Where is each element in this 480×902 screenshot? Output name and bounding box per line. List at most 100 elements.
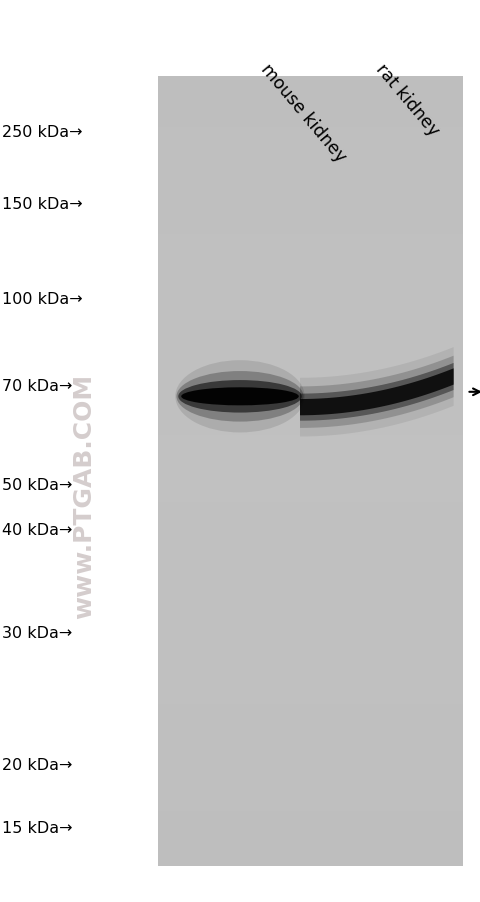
Bar bbox=[158, 408, 463, 412]
Bar bbox=[158, 862, 463, 866]
Bar bbox=[158, 333, 463, 337]
Bar bbox=[158, 191, 463, 195]
Bar bbox=[158, 736, 463, 740]
Bar bbox=[158, 716, 463, 720]
Bar bbox=[158, 218, 463, 223]
Bar bbox=[158, 688, 463, 693]
Bar bbox=[158, 420, 463, 424]
Bar bbox=[158, 791, 463, 795]
Bar bbox=[158, 759, 463, 763]
Bar bbox=[158, 693, 463, 696]
Bar bbox=[158, 436, 463, 439]
Bar bbox=[158, 136, 463, 140]
Bar bbox=[158, 665, 463, 668]
Bar bbox=[158, 696, 463, 700]
Bar bbox=[158, 585, 463, 590]
Bar bbox=[158, 613, 463, 617]
Bar bbox=[158, 88, 463, 93]
Polygon shape bbox=[300, 348, 454, 437]
Bar bbox=[158, 377, 463, 381]
Bar bbox=[158, 175, 463, 179]
Bar bbox=[158, 602, 463, 605]
Bar bbox=[158, 723, 463, 728]
Bar bbox=[158, 373, 463, 377]
Bar bbox=[158, 771, 463, 775]
Text: 15 kDa→: 15 kDa→ bbox=[2, 821, 73, 835]
Bar bbox=[158, 341, 463, 345]
Bar bbox=[158, 400, 463, 404]
Bar bbox=[158, 349, 463, 353]
Bar bbox=[158, 755, 463, 759]
Bar bbox=[158, 479, 463, 483]
Bar bbox=[158, 720, 463, 723]
Text: 100 kDa→: 100 kDa→ bbox=[2, 292, 83, 307]
Bar bbox=[158, 751, 463, 756]
Bar bbox=[158, 160, 463, 163]
Bar bbox=[158, 704, 463, 708]
Ellipse shape bbox=[181, 388, 299, 406]
Bar bbox=[158, 534, 463, 538]
Bar bbox=[158, 140, 463, 143]
Bar bbox=[158, 424, 463, 428]
Bar bbox=[158, 605, 463, 610]
Bar bbox=[158, 590, 463, 594]
Bar bbox=[158, 799, 463, 803]
Bar bbox=[158, 467, 463, 471]
Polygon shape bbox=[300, 356, 454, 428]
Bar bbox=[158, 152, 463, 155]
Polygon shape bbox=[300, 364, 454, 421]
Bar bbox=[158, 763, 463, 768]
Bar bbox=[158, 775, 463, 779]
Text: 70 kDa→: 70 kDa→ bbox=[2, 379, 73, 393]
Bar bbox=[158, 487, 463, 491]
Bar bbox=[158, 483, 463, 487]
Bar bbox=[158, 680, 463, 685]
Bar bbox=[158, 286, 463, 290]
Bar bbox=[158, 416, 463, 420]
Bar bbox=[158, 570, 463, 574]
Text: rat kidney: rat kidney bbox=[372, 60, 443, 140]
Bar bbox=[158, 826, 463, 831]
Bar bbox=[158, 838, 463, 842]
Bar bbox=[158, 298, 463, 301]
Bar bbox=[158, 155, 463, 160]
Bar bbox=[158, 254, 463, 258]
Bar bbox=[158, 226, 463, 231]
Bar bbox=[158, 207, 463, 211]
Bar bbox=[158, 187, 463, 191]
Bar bbox=[158, 673, 463, 676]
Bar bbox=[158, 318, 463, 321]
Bar bbox=[158, 850, 463, 854]
Bar bbox=[158, 823, 463, 826]
Bar bbox=[158, 281, 463, 286]
Bar bbox=[158, 163, 463, 168]
Bar bbox=[158, 464, 463, 467]
Bar bbox=[158, 597, 463, 602]
Text: 30 kDa→: 30 kDa→ bbox=[2, 626, 72, 640]
Bar bbox=[158, 748, 463, 751]
Bar bbox=[158, 582, 463, 585]
Bar bbox=[158, 223, 463, 226]
Bar bbox=[158, 668, 463, 673]
Bar bbox=[158, 329, 463, 333]
Text: 150 kDa→: 150 kDa→ bbox=[2, 198, 83, 212]
Bar bbox=[158, 519, 463, 522]
Bar bbox=[158, 542, 463, 547]
Bar bbox=[158, 428, 463, 432]
Bar bbox=[158, 637, 463, 641]
Bar bbox=[158, 120, 463, 124]
Bar bbox=[158, 132, 463, 136]
Bar bbox=[158, 274, 463, 278]
Bar bbox=[158, 321, 463, 326]
Ellipse shape bbox=[178, 381, 302, 413]
Bar bbox=[158, 211, 463, 215]
Text: 250 kDa→: 250 kDa→ bbox=[2, 125, 83, 140]
Bar bbox=[158, 105, 463, 108]
Bar bbox=[158, 558, 463, 562]
Bar bbox=[158, 306, 463, 309]
Bar bbox=[158, 381, 463, 384]
Bar bbox=[158, 231, 463, 235]
Bar bbox=[158, 815, 463, 819]
Ellipse shape bbox=[175, 361, 305, 433]
Bar bbox=[158, 168, 463, 171]
